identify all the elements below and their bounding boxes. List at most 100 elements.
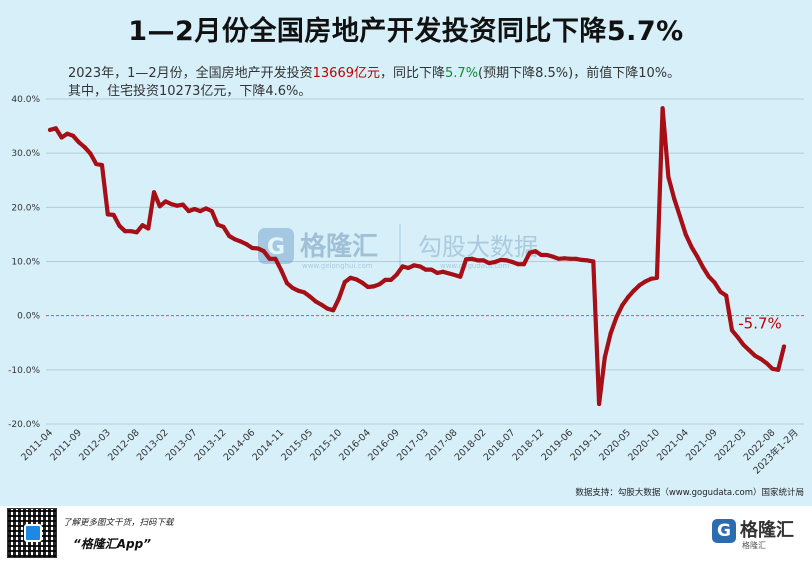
gridlines xyxy=(46,98,804,425)
data-point xyxy=(666,175,671,179)
data-point xyxy=(215,222,220,227)
data-point xyxy=(770,366,775,371)
data-point xyxy=(712,280,717,285)
data-point xyxy=(342,280,347,285)
data-point xyxy=(273,256,278,261)
data-point xyxy=(741,342,746,347)
data-point xyxy=(620,303,625,308)
data-point xyxy=(510,260,515,264)
data-point xyxy=(53,126,58,131)
data-point xyxy=(377,282,382,287)
data-point xyxy=(279,268,284,273)
data-point xyxy=(481,258,486,263)
data-point xyxy=(429,267,434,272)
data-point xyxy=(637,283,642,288)
data-point xyxy=(758,357,763,361)
data-point xyxy=(579,257,584,262)
data-point xyxy=(562,256,567,261)
data-point xyxy=(354,277,359,282)
data-point xyxy=(597,402,602,406)
data-point xyxy=(446,271,451,276)
summary-line-1: 2023年，1—2月份，全国房地产开发投资13669亿元，同比下降5.7%(预期… xyxy=(68,62,680,81)
summary-text-a: 2023年，1—2月份，全国房地产开发投资 xyxy=(68,66,313,81)
data-point xyxy=(706,274,711,279)
data-point xyxy=(140,223,145,228)
data-point xyxy=(747,348,752,353)
summary-text-e: (预期下降8.5%)，前值下降10%。 xyxy=(478,66,681,81)
data-point xyxy=(730,328,734,333)
data-point xyxy=(539,253,544,257)
data-point xyxy=(464,257,469,262)
data-point xyxy=(290,286,295,290)
data-point xyxy=(192,207,197,211)
app-name: “格隆汇App” xyxy=(73,537,151,551)
brand-logo-subtext: 格隆汇 xyxy=(742,541,766,550)
data-point xyxy=(82,145,87,150)
data-point xyxy=(764,361,769,366)
y-tick-label: 0.0% xyxy=(17,312,40,322)
y-tick-label: 30.0% xyxy=(11,149,40,159)
data-point xyxy=(348,275,353,280)
data-point xyxy=(371,284,376,289)
data-point xyxy=(180,202,185,207)
data-point xyxy=(406,266,411,270)
data-point xyxy=(689,244,694,249)
footer xyxy=(0,506,812,562)
data-point xyxy=(585,258,590,263)
data-point xyxy=(261,249,266,254)
data-point xyxy=(227,234,232,238)
data-point xyxy=(533,249,538,254)
data-point xyxy=(718,289,723,294)
data-point xyxy=(152,190,156,195)
data-point xyxy=(331,308,336,313)
data-point xyxy=(527,250,532,255)
data-point xyxy=(308,294,313,299)
data-point xyxy=(71,133,76,138)
watermark-partner: 勾股大数据 xyxy=(418,233,538,261)
data-point xyxy=(256,246,261,251)
y-tick-label: -20.0% xyxy=(8,420,40,430)
data-point xyxy=(157,204,162,209)
data-point xyxy=(441,269,445,274)
data-point xyxy=(452,273,457,277)
data-point xyxy=(365,285,370,289)
data-point xyxy=(654,275,659,280)
source-note: 数据支持：勾股大数据（www.gogudata.com）国家统计局 xyxy=(575,487,804,498)
investment-amount: 13669亿元 xyxy=(312,66,380,81)
y-tick-label: -10.0% xyxy=(8,366,40,376)
data-point xyxy=(400,264,405,269)
data-point xyxy=(389,277,393,282)
data-point xyxy=(435,270,440,275)
data-point xyxy=(498,257,503,262)
data-point xyxy=(65,131,70,136)
watermark-logo-glyph: G xyxy=(267,235,285,260)
data-point xyxy=(701,265,706,270)
data-point xyxy=(204,206,208,211)
line-chart: G 格隆汇 勾股大数据 www.gelonghui.com www.goguda… xyxy=(8,95,804,498)
data-point xyxy=(209,209,214,214)
data-point xyxy=(186,209,191,214)
data-point xyxy=(672,196,677,201)
data-point xyxy=(695,254,700,259)
data-point xyxy=(134,230,139,235)
data-point xyxy=(591,259,596,264)
data-point xyxy=(683,232,688,237)
data-point xyxy=(59,135,64,140)
y-tick-label: 20.0% xyxy=(11,203,40,213)
decline-rate: 5.7% xyxy=(445,66,479,81)
data-point xyxy=(626,295,630,300)
data-point xyxy=(493,260,497,264)
watermark-url-1: www.gelonghui.com xyxy=(302,262,373,270)
data-point xyxy=(319,302,324,307)
watermark-brand: 格隆汇 xyxy=(300,231,378,262)
data-point xyxy=(360,280,365,285)
data-point xyxy=(123,229,128,234)
data-point xyxy=(608,331,613,336)
data-point xyxy=(105,212,110,217)
data-point xyxy=(614,315,619,320)
data-point xyxy=(325,306,330,311)
data-point xyxy=(221,224,226,229)
data-point xyxy=(782,344,786,349)
data-point xyxy=(175,203,180,208)
